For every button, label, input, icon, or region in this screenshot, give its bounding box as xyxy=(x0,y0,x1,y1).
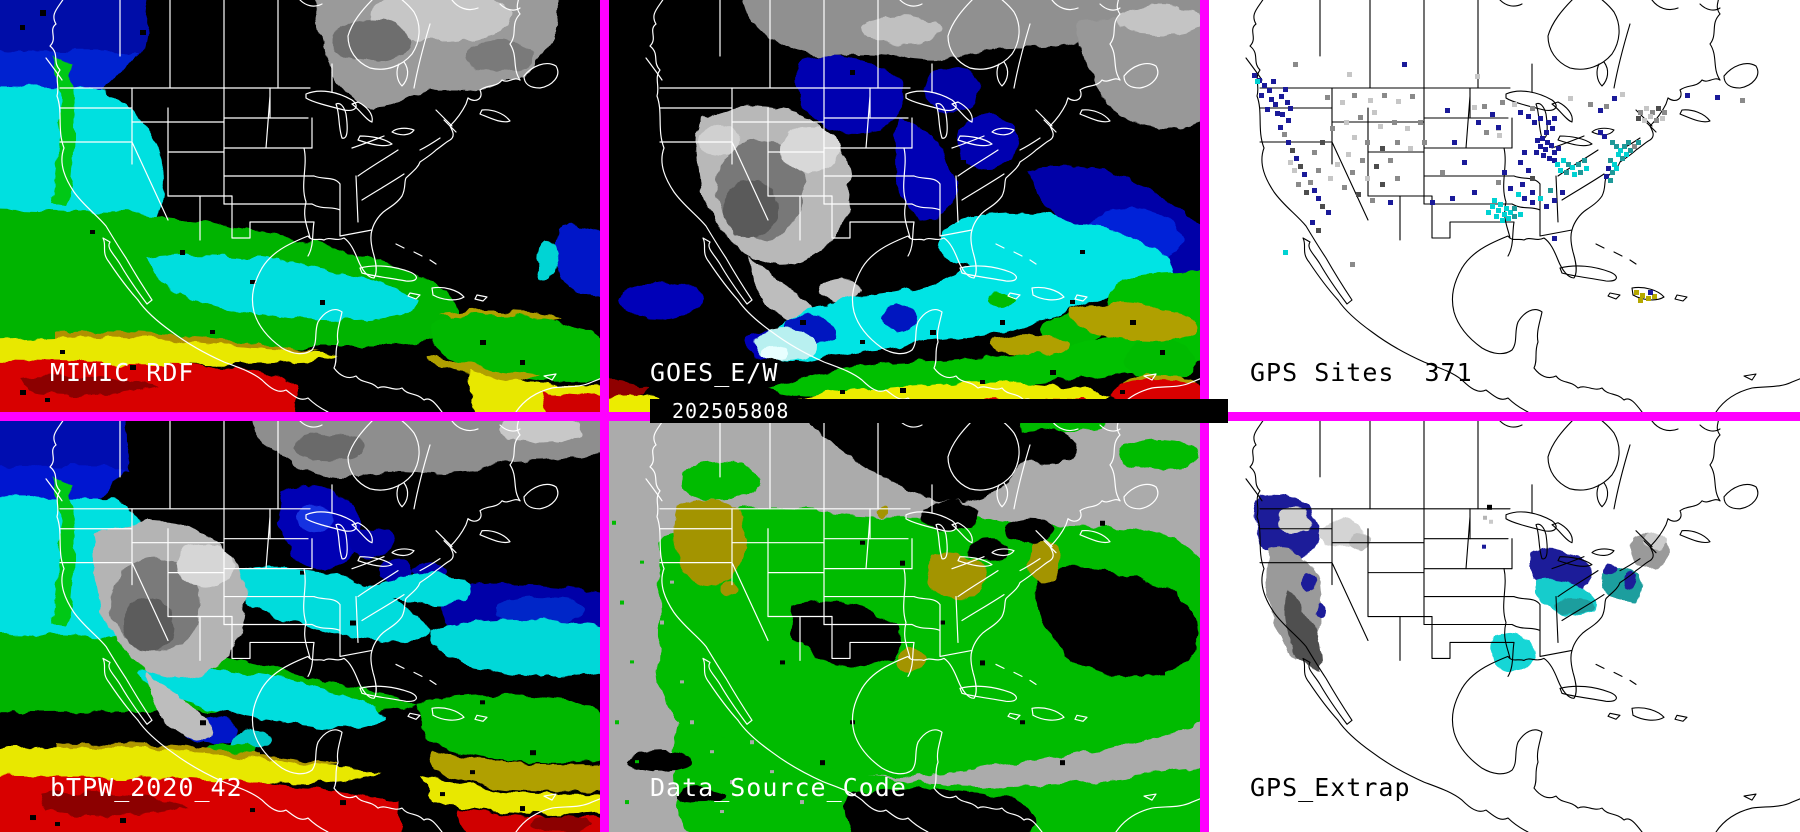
panel-gps-extrap: GPS_Extrap xyxy=(1200,421,1800,832)
data-source-map-image xyxy=(600,421,1200,832)
gps-sites-count: 371 xyxy=(1424,358,1473,387)
gps-sites-map-image xyxy=(1200,0,1800,412)
gps-sites-text: GPS Sites xyxy=(1250,358,1395,387)
mimic-rdf-map-image xyxy=(0,0,600,412)
timestamp-text: 202505808 xyxy=(672,399,790,423)
panel-label-btpw: bTPW_2020_42 xyxy=(50,773,243,802)
gps-site-dots xyxy=(1252,62,1745,303)
panel-label-goes: GOES_E/W xyxy=(650,358,779,387)
panel-gps-sites: GPS Sites 371 xyxy=(1200,0,1800,412)
panel-label-gps-sites: GPS Sites 371 xyxy=(1250,358,1473,387)
panel-mimic-rdf: MIMIC RDF xyxy=(0,0,600,412)
panel-label-extrap: GPS_Extrap xyxy=(1250,773,1411,802)
panel-goes-ew: GOES_E/W xyxy=(600,0,1200,412)
panel-label-mimic: MIMIC RDF xyxy=(50,358,195,387)
gps-extrap-map-image xyxy=(1200,421,1800,832)
panel-data-source-code: Data_Source_Code xyxy=(600,421,1200,832)
panel-label-source: Data_Source_Code xyxy=(650,773,907,802)
panel-btpw: bTPW_2020_42 xyxy=(0,421,600,832)
goes-ew-map-image xyxy=(600,0,1200,412)
timestamp-bar: 202505808 xyxy=(650,399,1228,423)
btpw-map-image xyxy=(0,421,600,832)
